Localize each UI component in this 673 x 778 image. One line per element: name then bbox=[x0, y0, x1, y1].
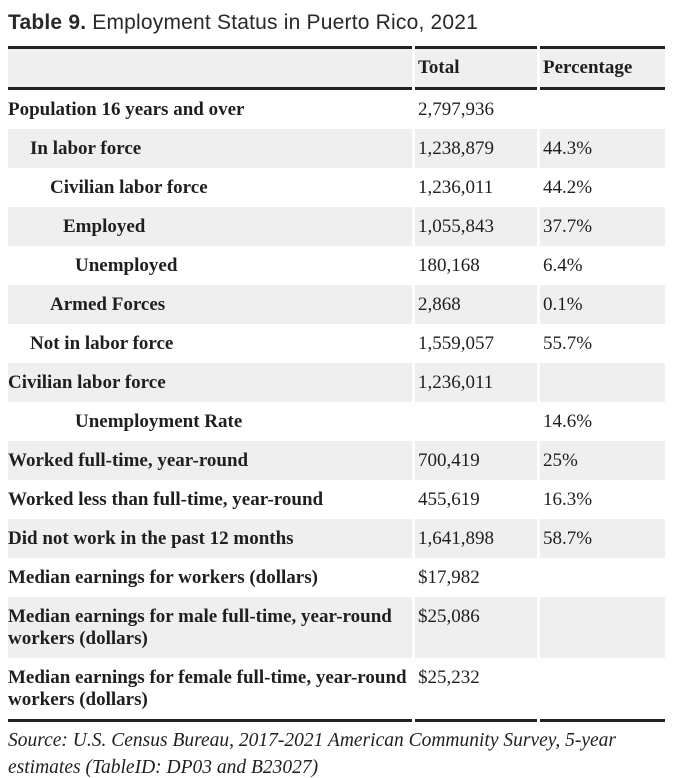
total-cell bbox=[415, 402, 537, 441]
row-label-cell: Unemployed bbox=[8, 246, 412, 285]
row-label-cell: Unemployment Rate bbox=[8, 402, 412, 441]
table-row: Did not work in the past 12 months 1,641… bbox=[8, 519, 665, 558]
total-cell: 180,168 bbox=[415, 246, 537, 285]
total-cell: 1,559,057 bbox=[415, 324, 537, 363]
total-cell: 1,236,011 bbox=[415, 363, 537, 402]
row-label-cell: Worked full-time, year-round bbox=[8, 441, 412, 480]
header-cell-total: Total bbox=[415, 46, 537, 90]
table-row: In labor force 1,238,879 44.3% bbox=[8, 129, 665, 168]
total-cell: 2,868 bbox=[415, 285, 537, 324]
table-row: Unemployment Rate 14.6% bbox=[8, 402, 665, 441]
header-cell-label bbox=[8, 46, 412, 90]
table-row: Worked less than full-time, year-round 4… bbox=[8, 480, 665, 519]
table-row: Median earnings for female full-time, ye… bbox=[8, 658, 665, 722]
percentage-cell bbox=[540, 363, 665, 402]
percentage-cell: 25% bbox=[540, 441, 665, 480]
table-header: Total Percentage bbox=[8, 46, 665, 90]
table-row: Armed Forces 2,868 0.1% bbox=[8, 285, 665, 324]
total-cell: $25,232 bbox=[415, 658, 537, 722]
percentage-cell bbox=[540, 558, 665, 597]
table-row: Population 16 years and over 2,797,936 bbox=[8, 90, 665, 129]
percentage-cell bbox=[540, 658, 665, 722]
percentage-cell bbox=[540, 90, 665, 129]
total-cell: 1,236,011 bbox=[415, 168, 537, 207]
total-cell: 2,797,936 bbox=[415, 90, 537, 129]
row-label-cell: Did not work in the past 12 months bbox=[8, 519, 412, 558]
percentage-cell bbox=[540, 597, 665, 658]
employment-status-table: Total Percentage Population 16 years and… bbox=[5, 46, 668, 722]
percentage-cell: 58.7% bbox=[540, 519, 665, 558]
row-label-cell: Employed bbox=[8, 207, 412, 246]
table-title-prefix: Table 9. bbox=[8, 11, 87, 34]
row-label-cell: Median earnings for workers (dollars) bbox=[8, 558, 412, 597]
header-row: Total Percentage bbox=[8, 46, 665, 90]
total-cell: 1,055,843 bbox=[415, 207, 537, 246]
row-label-cell: Worked less than full-time, year-round bbox=[8, 480, 412, 519]
table-row: Not in labor force 1,559,057 55.7% bbox=[8, 324, 665, 363]
percentage-cell: 44.2% bbox=[540, 168, 665, 207]
table-row: Employed 1,055,843 37.7% bbox=[8, 207, 665, 246]
table-row: Unemployed 180,168 6.4% bbox=[8, 246, 665, 285]
table-row: Median earnings for male full-time, year… bbox=[8, 597, 665, 658]
total-cell: 700,419 bbox=[415, 441, 537, 480]
total-cell: $25,086 bbox=[415, 597, 537, 658]
percentage-cell: 14.6% bbox=[540, 402, 665, 441]
row-label-cell: Population 16 years and over bbox=[8, 90, 412, 129]
table-body: Population 16 years and over 2,797,936 I… bbox=[8, 90, 665, 722]
percentage-cell: 37.7% bbox=[540, 207, 665, 246]
source-note: Source: U.S. Census Bureau, 2017-2021 Am… bbox=[8, 730, 617, 778]
table-row: Civilian labor force 1,236,011 bbox=[8, 363, 665, 402]
percentage-cell: 55.7% bbox=[540, 324, 665, 363]
table-title-text: Employment Status in Puerto Rico, 2021 bbox=[92, 11, 479, 34]
total-cell: 1,641,898 bbox=[415, 519, 537, 558]
row-label-cell: Median earnings for female full-time, ye… bbox=[8, 658, 412, 722]
percentage-cell: 6.4% bbox=[540, 246, 665, 285]
table-row: Worked full-time, year-round 700,419 25% bbox=[8, 441, 665, 480]
percentage-cell: 16.3% bbox=[540, 480, 665, 519]
row-label-cell: Not in labor force bbox=[8, 324, 412, 363]
table-title: Table 9. Employment Status in Puerto Rico… bbox=[8, 10, 668, 36]
row-label-cell: Armed Forces bbox=[8, 285, 412, 324]
header-cell-percentage: Percentage bbox=[540, 46, 665, 90]
total-cell: 455,619 bbox=[415, 480, 537, 519]
row-label-cell: Civilian labor force bbox=[8, 168, 412, 207]
row-label-cell: Civilian labor force bbox=[8, 363, 412, 402]
table-row: Median earnings for workers (dollars) $1… bbox=[8, 558, 665, 597]
row-label-cell: Median earnings for male full-time, year… bbox=[8, 597, 412, 658]
total-cell: 1,238,879 bbox=[415, 129, 537, 168]
percentage-cell: 44.3% bbox=[540, 129, 665, 168]
row-label-cell: In labor force bbox=[8, 129, 412, 168]
total-cell: $17,982 bbox=[415, 558, 537, 597]
table-row: Civilian labor force 1,236,011 44.2% bbox=[8, 168, 665, 207]
percentage-cell: 0.1% bbox=[540, 285, 665, 324]
